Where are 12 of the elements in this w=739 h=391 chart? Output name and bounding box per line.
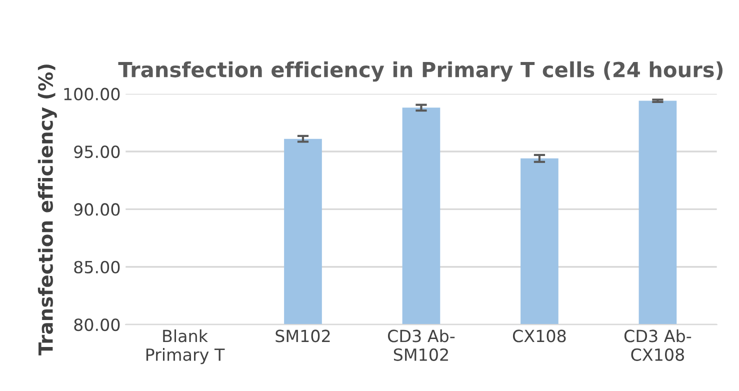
y-tick-label: 100.00 [64,88,120,100]
y-tick-label: 85.00 [74,260,120,274]
x-tick-label: CX108 [512,330,566,342]
y-tick-label: 95.00 [74,145,120,158]
y-axis-title: Transfection efficiency (%) [38,64,57,356]
x-tick-label: SM102 [276,330,330,342]
chart-title: Transfection efficiency in Primary T cells (24 hours) [118,61,723,82]
y-tick-label: 80.00 [74,318,120,332]
y-tick-label: 90.00 [74,203,120,216]
x-tick-label: CD3 Ab- CX108 [624,329,692,361]
x-tick-label: CD3 Ab- SM102 [388,329,455,361]
x-tick-label: Blank Primary T [146,329,225,364]
